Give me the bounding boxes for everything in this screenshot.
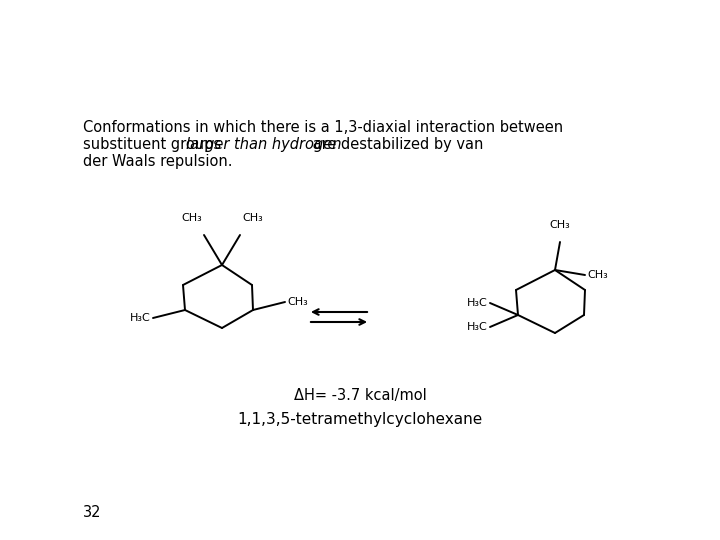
Text: der Waals repulsion.: der Waals repulsion. [83,154,233,169]
Text: H₃C: H₃C [467,298,488,308]
Text: H₃C: H₃C [130,313,151,323]
Text: larger than hydrogen: larger than hydrogen [186,137,341,152]
Text: CH₃: CH₃ [287,297,307,307]
Text: CH₃: CH₃ [587,270,608,280]
Text: CH₃: CH₃ [549,220,570,230]
Text: 1,1,3,5-tetramethylcyclohexane: 1,1,3,5-tetramethylcyclohexane [238,412,482,427]
Text: ΔH= -3.7 kcal/mol: ΔH= -3.7 kcal/mol [294,388,426,403]
Text: H₃C: H₃C [467,322,488,332]
Text: substituent groups: substituent groups [83,137,226,152]
Text: CH₃: CH₃ [181,213,202,223]
Text: 32: 32 [83,505,102,520]
Text: CH₃: CH₃ [242,213,263,223]
Text: are destabilized by van: are destabilized by van [308,137,483,152]
Text: Conformations in which there is a 1,3-diaxial interaction between: Conformations in which there is a 1,3-di… [83,120,563,135]
